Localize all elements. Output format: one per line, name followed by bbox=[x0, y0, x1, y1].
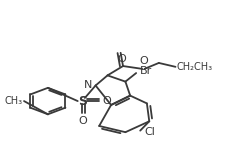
Text: O: O bbox=[102, 96, 111, 106]
Text: N: N bbox=[84, 80, 93, 90]
Text: CH₃: CH₃ bbox=[5, 96, 23, 106]
Text: O: O bbox=[140, 56, 148, 66]
Text: O: O bbox=[117, 54, 126, 64]
Text: CH₂CH₃: CH₂CH₃ bbox=[177, 62, 213, 72]
Text: Cl: Cl bbox=[145, 127, 155, 137]
Text: O: O bbox=[78, 116, 87, 126]
Text: Br: Br bbox=[140, 67, 152, 76]
Text: S: S bbox=[78, 95, 87, 108]
